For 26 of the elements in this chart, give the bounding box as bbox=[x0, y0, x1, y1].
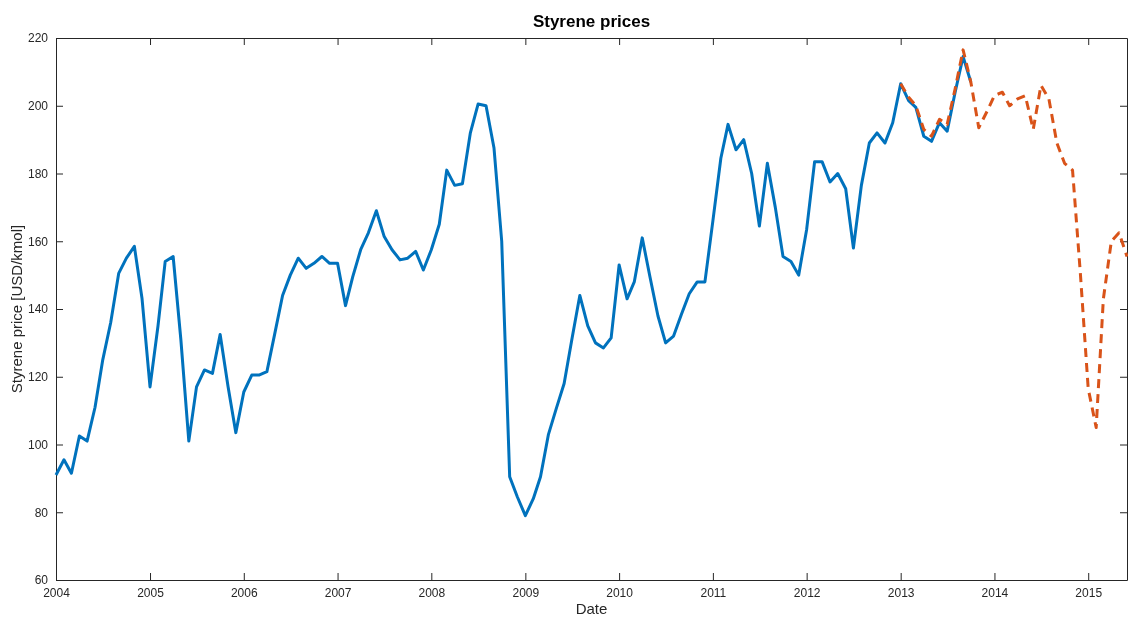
x-axis-title: Date bbox=[575, 600, 608, 617]
x-tick-label: 2013 bbox=[887, 585, 915, 600]
x-tick-label: 2005 bbox=[137, 585, 165, 600]
y-tick-label: 200 bbox=[27, 99, 49, 114]
y-tick-label: 180 bbox=[27, 166, 49, 181]
x-tick-label: 2015 bbox=[1075, 585, 1103, 600]
line-series bbox=[54, 55, 973, 518]
x-tick-label: 2011 bbox=[700, 585, 727, 600]
x-tick-label: 2004 bbox=[43, 585, 71, 600]
y-tick-label: 100 bbox=[27, 437, 49, 452]
y-tick-label: 60 bbox=[34, 573, 49, 588]
chart-title: Styrene prices bbox=[532, 12, 651, 31]
y-tick-label: 140 bbox=[27, 302, 49, 317]
y-tick-label: 80 bbox=[34, 505, 49, 520]
line-series bbox=[899, 48, 1128, 430]
x-tick-label: 2012 bbox=[793, 585, 821, 600]
y-tick-label: 160 bbox=[27, 234, 49, 249]
x-tick-label: 2010 bbox=[606, 585, 634, 600]
y-tick-label: 220 bbox=[27, 31, 49, 46]
x-tick-label: 2007 bbox=[324, 585, 352, 600]
y-axis-title: Styrene price [USD/kmol] bbox=[8, 224, 25, 394]
x-tick-label: 2006 bbox=[230, 585, 258, 600]
y-tick-label: 120 bbox=[27, 370, 49, 385]
x-tick-label: 2008 bbox=[418, 585, 446, 600]
x-tick-label: 2014 bbox=[981, 585, 1009, 600]
x-tick-label: 2009 bbox=[512, 585, 540, 600]
